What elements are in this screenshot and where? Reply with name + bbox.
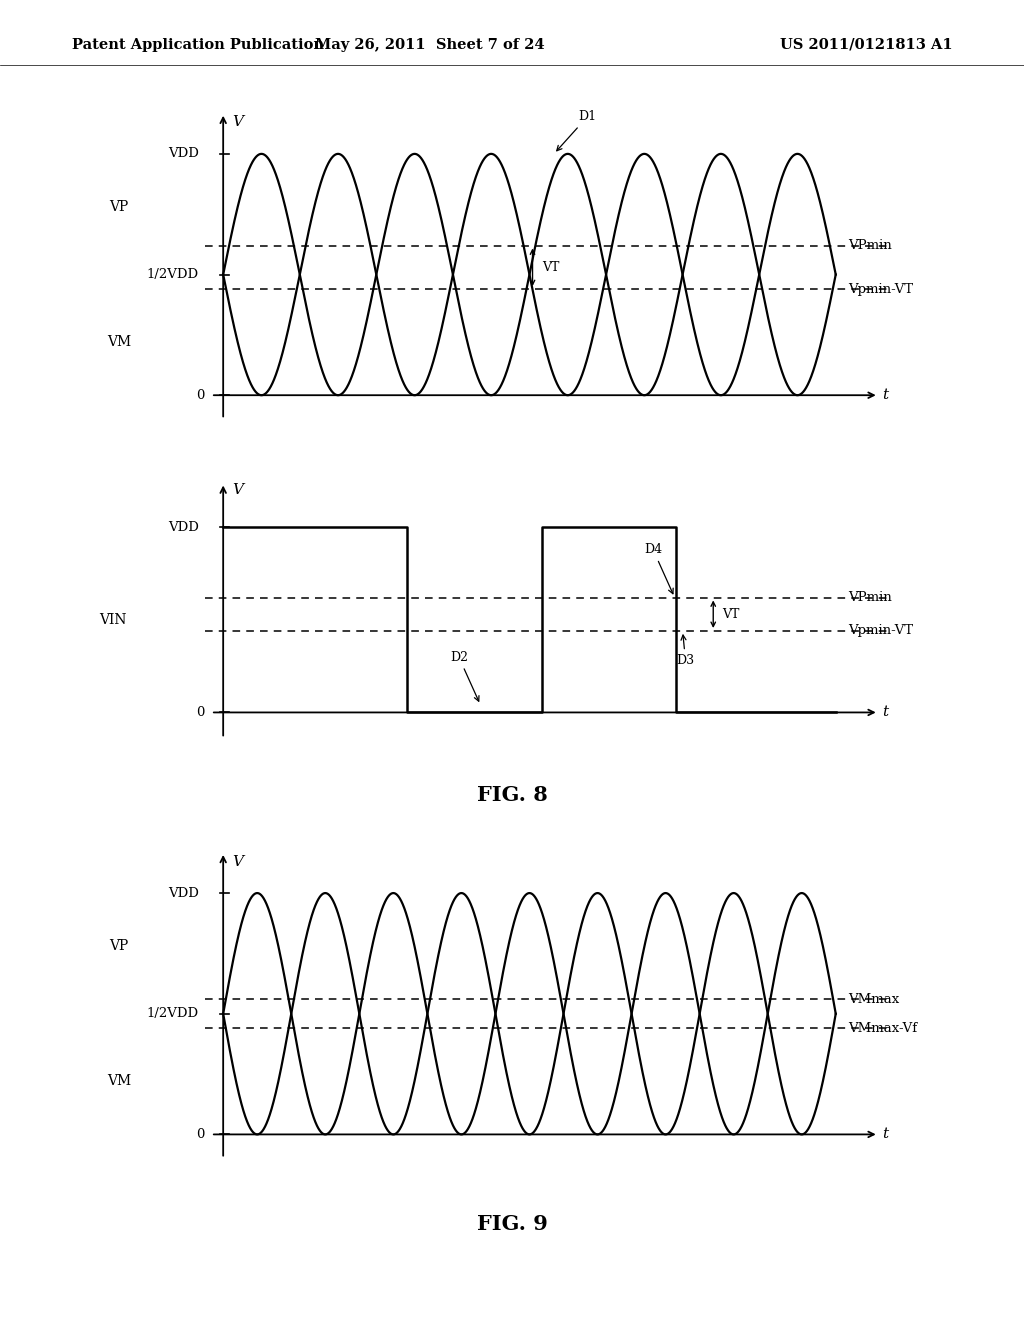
Text: VIN: VIN — [99, 612, 127, 627]
Text: VMmax: VMmax — [848, 993, 899, 1006]
Text: 0: 0 — [197, 1127, 205, 1140]
Text: V: V — [232, 854, 244, 869]
Text: t: t — [882, 1127, 888, 1142]
Text: FIG. 8: FIG. 8 — [476, 784, 548, 805]
Text: V: V — [232, 483, 244, 498]
Text: VDD: VDD — [168, 887, 199, 899]
Text: VP: VP — [110, 939, 129, 953]
Text: D3: D3 — [677, 635, 694, 667]
Text: US 2011/0121813 A1: US 2011/0121813 A1 — [779, 38, 952, 51]
Text: D2: D2 — [450, 651, 479, 701]
Text: May 26, 2011  Sheet 7 of 24: May 26, 2011 Sheet 7 of 24 — [315, 38, 545, 51]
Text: VM: VM — [106, 335, 131, 348]
Text: 0: 0 — [197, 706, 205, 719]
Text: VMmax-Vf: VMmax-Vf — [848, 1022, 918, 1035]
Text: FIG. 9: FIG. 9 — [476, 1213, 548, 1234]
Text: VP: VP — [110, 199, 129, 214]
Text: D1: D1 — [557, 110, 597, 150]
Text: t: t — [882, 705, 888, 719]
Text: V: V — [232, 115, 244, 129]
Text: VPmin: VPmin — [848, 591, 892, 605]
Text: D4: D4 — [644, 543, 673, 594]
Text: VM: VM — [106, 1074, 131, 1088]
Text: Vpmin-VT: Vpmin-VT — [848, 624, 913, 638]
Text: Patent Application Publication: Patent Application Publication — [72, 38, 324, 51]
Text: VDD: VDD — [168, 148, 199, 160]
Text: VDD: VDD — [168, 520, 199, 533]
Text: Vpmin-VT: Vpmin-VT — [848, 282, 913, 296]
Text: VT: VT — [542, 261, 559, 273]
Text: t: t — [882, 388, 888, 403]
Text: 1/2VDD: 1/2VDD — [146, 1007, 199, 1020]
Text: VPmin: VPmin — [848, 239, 892, 252]
Text: VT: VT — [722, 607, 739, 620]
Text: 1/2VDD: 1/2VDD — [146, 268, 199, 281]
Text: 0: 0 — [197, 388, 205, 401]
